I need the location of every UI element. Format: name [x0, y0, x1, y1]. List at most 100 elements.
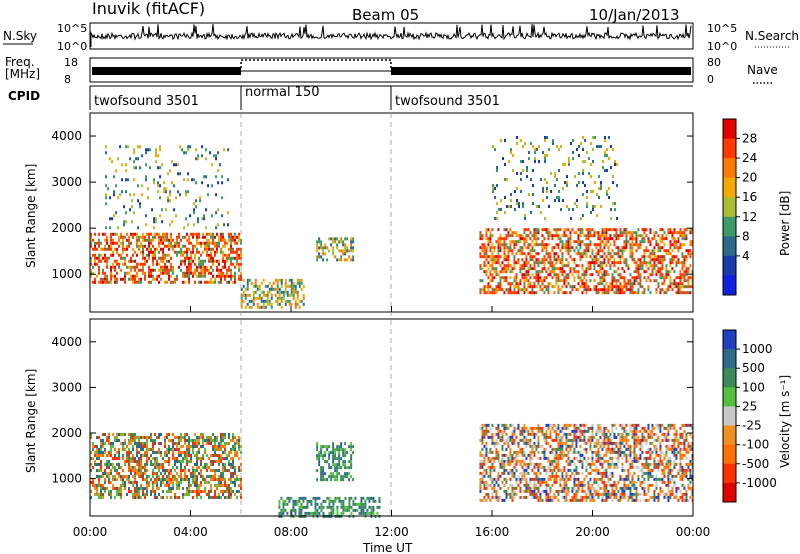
heatmap-cell [601, 492, 604, 496]
heatmap-cell [689, 276, 692, 280]
heatmap-cell [208, 442, 210, 446]
heatmap-cell [545, 483, 548, 487]
heatmap-cell [535, 492, 538, 496]
heatmap-cell [523, 495, 526, 499]
heatmap-cell [196, 457, 198, 461]
heatmap-cell [188, 238, 190, 242]
heatmap-cell [170, 280, 172, 284]
heatmap-cell [278, 499, 281, 503]
heatmap-cell [92, 448, 94, 452]
heatmap-cell [517, 258, 520, 262]
heatmap-cell [282, 505, 285, 509]
heatmap-cell [563, 423, 566, 427]
heatmap-cell [202, 241, 204, 245]
heatmap-cell [503, 471, 506, 475]
heatmap-cell [594, 181, 596, 185]
heatmap-cell [342, 505, 345, 509]
heatmap-cell [555, 267, 558, 271]
heatmap-cell [517, 240, 520, 244]
heatmap-cell [134, 274, 136, 278]
heatmap-cell [503, 426, 506, 430]
heatmap-cell [178, 436, 180, 440]
heatmap-cell [615, 486, 618, 490]
heatmap-cell [601, 231, 604, 235]
heatmap-cell [320, 508, 323, 512]
heatmap-cell [206, 475, 208, 479]
heatmap-cell [196, 484, 198, 488]
heatmap-cell [340, 448, 343, 452]
heatmap-cell [192, 271, 194, 275]
heatmap-cell [633, 282, 636, 286]
heatmap-cell [158, 262, 160, 266]
heatmap-cell [677, 282, 680, 286]
heatmap-cell [206, 265, 208, 269]
heatmap-cell [206, 244, 208, 248]
heatmap-cell [334, 451, 337, 455]
heatmap-cell [542, 199, 544, 203]
heatmap-cell [513, 489, 516, 493]
heatmap-cell [596, 193, 598, 197]
heatmap-cell [493, 261, 496, 265]
heatmap-cell [541, 279, 544, 283]
heatmap-cell [575, 492, 578, 496]
heatmap-cell [479, 459, 482, 463]
heatmap-cell [601, 441, 604, 445]
heatmap-cell [242, 284, 245, 288]
heatmap-cell [112, 484, 114, 488]
heatmap-cell [234, 481, 236, 485]
heatmap-cell [610, 217, 612, 221]
heatmap-cell [561, 243, 564, 247]
heatmap-cell [491, 246, 494, 250]
heatmap-cell [144, 259, 146, 263]
heatmap-cell [601, 273, 604, 277]
heatmap-cell [587, 489, 590, 493]
heatmap-cell [523, 453, 526, 457]
heatmap-cell [113, 214, 116, 218]
heatmap-cell [142, 442, 144, 446]
heatmap-cell [220, 274, 222, 278]
heatmap-cell [106, 274, 108, 278]
heatmap-cell [168, 478, 170, 482]
heatmap-cell [134, 460, 136, 464]
heatmap-cell [94, 262, 96, 266]
heatmap-cell [262, 305, 265, 309]
heatmap-cell [340, 502, 343, 506]
heatmap-cell [573, 258, 576, 262]
heatmap-cell [677, 240, 680, 244]
heatmap-cell [122, 244, 124, 248]
heatmap-cell [136, 253, 138, 257]
heatmap-cell [222, 445, 224, 449]
heatmap-cell [571, 489, 574, 493]
heatmap-cell [152, 472, 154, 476]
heatmap-cell [105, 193, 108, 197]
heatmap-cell [527, 246, 530, 250]
heatmap-cell [330, 451, 333, 455]
heatmap-cell [170, 472, 172, 476]
heatmap-cell [673, 279, 676, 283]
heatmap-cell [234, 451, 236, 455]
heatmap-cell [542, 151, 544, 155]
heatmap-cell [689, 264, 692, 268]
heatmap-cell [671, 237, 674, 241]
heatmap-cell [633, 291, 636, 295]
heatmap-cell [110, 244, 112, 248]
heatmap-cell [290, 284, 293, 288]
heatmap-cell [132, 274, 134, 278]
heatmap-cell [220, 250, 222, 254]
heatmap-cell [112, 478, 114, 482]
heatmap-cell [587, 480, 590, 484]
heatmap-cell [500, 208, 502, 212]
heatmap-cell [332, 451, 335, 455]
heatmap-cell [591, 258, 594, 262]
heatmap-cell [497, 285, 500, 289]
heatmap-cell [203, 214, 206, 218]
heatmap-cell [200, 457, 202, 461]
heatmap-cell [541, 288, 544, 292]
heatmap-cell [605, 291, 608, 295]
heatmap-cell [204, 466, 206, 470]
heatmap-cell [599, 459, 602, 463]
heatmap-cell [240, 271, 242, 275]
heatmap-cell [122, 484, 124, 488]
heatmap-cell [140, 457, 142, 461]
heatmap-cell [510, 148, 512, 152]
